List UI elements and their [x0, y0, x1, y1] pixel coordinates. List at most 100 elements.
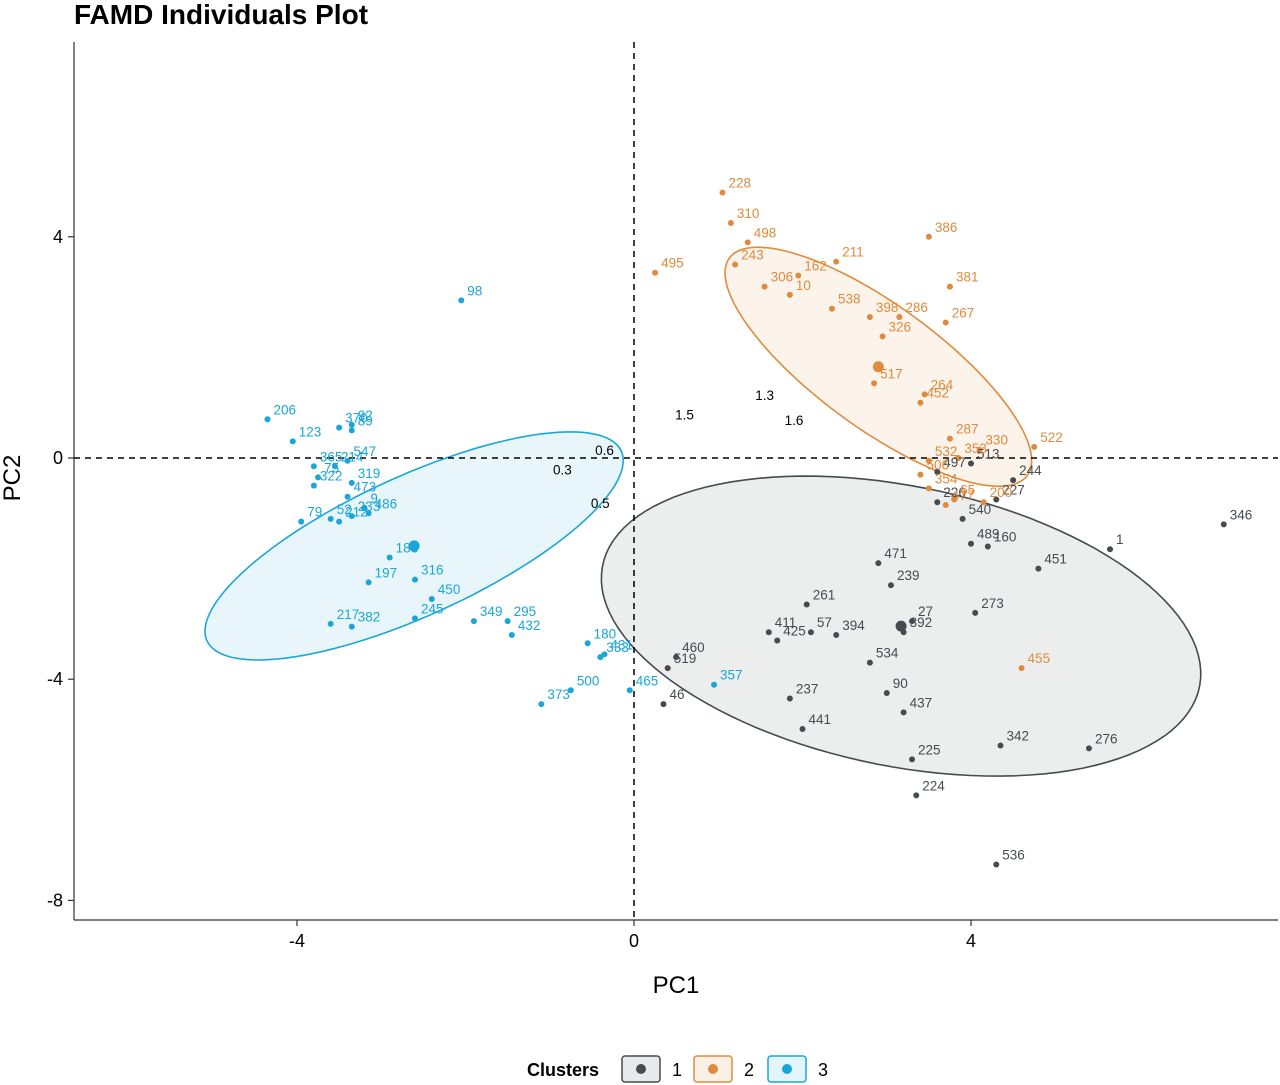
- point-label-473: 473: [354, 480, 377, 495]
- point-label-460: 460: [682, 640, 705, 655]
- point-label-517: 517: [880, 366, 903, 381]
- legend-label-2: 2: [744, 1060, 754, 1080]
- cluster-3-point-123: [289, 438, 296, 445]
- point-label-486: 486: [375, 496, 398, 511]
- point-label-365: 365: [320, 449, 343, 464]
- cluster-3-point-75: [315, 474, 322, 481]
- cluster-2-point-330: [976, 446, 983, 453]
- point-label-239: 239: [897, 568, 920, 583]
- cluster-2-point-211: [833, 258, 840, 265]
- point-label-354: 354: [935, 471, 958, 486]
- cluster-2-point-306: [761, 283, 768, 290]
- cluster-1-point-437: [900, 709, 907, 716]
- legend-label-1: 1: [672, 1060, 682, 1080]
- point-label-52: 52: [337, 502, 352, 517]
- x-tick-label: 4: [966, 931, 976, 951]
- point-label-57: 57: [817, 615, 832, 630]
- point-label-498: 498: [754, 225, 777, 240]
- cluster-3-point-365: [310, 463, 317, 470]
- chart-title: FAMD Individuals Plot: [74, 0, 368, 30]
- cluster-1-point-411: [765, 629, 772, 636]
- point-label-10: 10: [796, 278, 811, 293]
- cluster-3-point-382: [348, 623, 355, 630]
- point-label-295: 295: [514, 604, 537, 619]
- cluster-1-point-471: [875, 560, 882, 567]
- cluster-2-point-506: [917, 471, 924, 478]
- cluster-2-point-532: [925, 457, 932, 464]
- legend: Clusters 1 2 3: [527, 1055, 828, 1083]
- cluster-1-point-90: [883, 690, 890, 697]
- cluster-1-point-227: [993, 496, 1000, 503]
- point-label-450: 450: [438, 582, 461, 597]
- cluster-3-point-9: [361, 504, 368, 511]
- cluster-1-point-27: [909, 618, 916, 625]
- cluster-2-point-326: [879, 333, 886, 340]
- point-label-381: 381: [956, 270, 979, 285]
- point-label-160: 160: [994, 529, 1017, 544]
- point-label-538: 538: [838, 292, 861, 307]
- point-label-89: 89: [358, 413, 373, 428]
- x-axis-title: PC1: [653, 972, 700, 999]
- cluster-3-point-500: [567, 687, 574, 694]
- y-axis-title: PC2: [0, 455, 26, 502]
- point-label-228: 228: [728, 176, 751, 191]
- point-label-65: 65: [960, 482, 975, 497]
- point-label-357: 357: [720, 668, 743, 683]
- cluster-1-point-224: [913, 792, 920, 799]
- cluster-2-point-398: [866, 313, 873, 320]
- cluster-3-point-52: [327, 515, 334, 522]
- cluster-3-point-212: [336, 518, 343, 525]
- point-label-227: 227: [1002, 482, 1025, 497]
- cluster-2-point-522: [1031, 443, 1038, 450]
- point-label-224: 224: [922, 778, 945, 793]
- cluster-2-point-452: [917, 399, 924, 406]
- cluster-2-point-10: [786, 291, 793, 298]
- cluster-3-point-92: [348, 421, 355, 428]
- point-label-212: 212: [345, 505, 368, 520]
- point-label-264: 264: [931, 377, 954, 392]
- point-label-500: 500: [577, 673, 600, 688]
- cluster-3-point-349: [470, 618, 477, 625]
- supplementary-label-0.5: 0.5: [591, 496, 610, 511]
- cluster-3-point-486: [365, 510, 372, 517]
- point-label-90: 90: [893, 676, 908, 691]
- point-label-1: 1: [1116, 532, 1124, 547]
- point-label-75: 75: [324, 460, 339, 475]
- point-label-9: 9: [370, 491, 378, 506]
- point-label-233: 233: [358, 499, 381, 514]
- point-label-333: 333: [606, 640, 629, 655]
- point-label-211: 211: [842, 245, 864, 260]
- cluster-1-point-237: [786, 695, 793, 702]
- cluster-1-point-534: [866, 659, 873, 666]
- cluster-2-point-538: [828, 305, 835, 312]
- point-label-513: 513: [977, 447, 1000, 462]
- point-label-206: 206: [274, 402, 297, 417]
- point-label-261: 261: [813, 588, 836, 603]
- point-label-353: 353: [964, 441, 987, 456]
- cluster-2-point-353: [955, 455, 962, 461]
- cluster-2-point-287: [946, 435, 953, 442]
- point-label-330: 330: [985, 433, 1008, 448]
- point-label-370: 370: [345, 411, 368, 426]
- cluster-3-point-319: [348, 479, 355, 486]
- cluster-3-point-214: [331, 463, 338, 470]
- y-tick-label: 0: [53, 448, 63, 468]
- point-label-522: 522: [1040, 430, 1063, 445]
- point-label-431: 431: [611, 637, 634, 652]
- point-label-342: 342: [1006, 729, 1029, 744]
- point-label-506: 506: [926, 458, 949, 473]
- point-label-547: 547: [354, 444, 377, 459]
- cluster-2-point-354: [925, 485, 932, 492]
- y-tick-label: 4: [53, 227, 63, 247]
- point-label-180: 180: [594, 626, 617, 641]
- cluster-2-point-386: [925, 233, 932, 240]
- point-label-477: 477: [952, 488, 975, 503]
- point-label-534: 534: [876, 646, 899, 661]
- cluster-2-point-455: [1018, 665, 1025, 672]
- legend-marker-2: [708, 1064, 718, 1074]
- legend-marker-1: [636, 1064, 646, 1074]
- supplementary-label-1.5: 1.5: [675, 407, 694, 422]
- point-label-425: 425: [783, 623, 806, 638]
